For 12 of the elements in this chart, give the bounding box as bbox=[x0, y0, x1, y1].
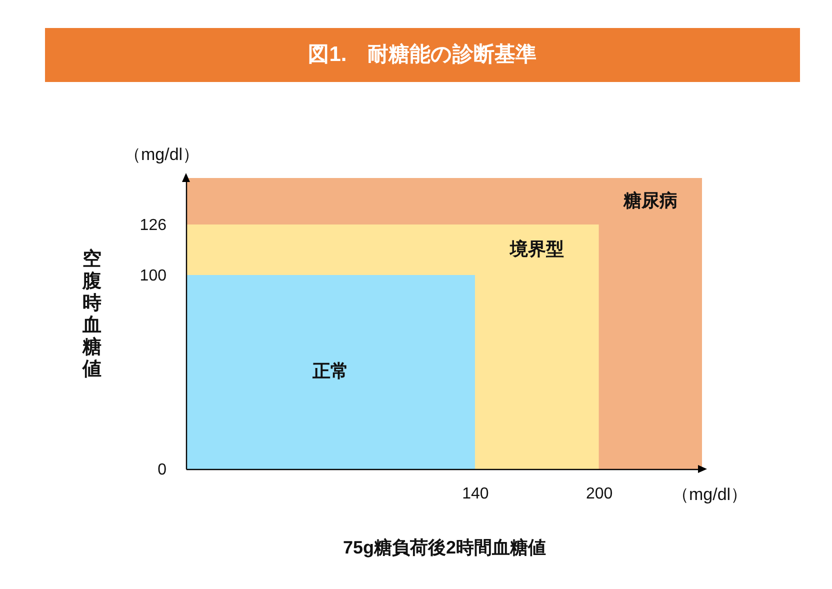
text: （mg/dl） bbox=[672, 484, 748, 506]
y-axis-title: 空腹時血糖値 bbox=[81, 249, 102, 381]
x-axis-title: 75g糖負荷後2時間血糖値 bbox=[342, 538, 546, 558]
x-tick-label: 140 bbox=[462, 486, 489, 502]
x-tick-label: 200 bbox=[586, 486, 613, 502]
y-tick-label: 100 bbox=[140, 268, 167, 284]
text: （mg/dl） bbox=[124, 144, 200, 166]
series-label: 正常 bbox=[311, 361, 348, 381]
y-tick-label: 0 bbox=[158, 462, 167, 478]
series-label: 糖尿病 bbox=[622, 190, 678, 210]
y-tick-label: 126 bbox=[140, 217, 167, 234]
series-label: 境界型 bbox=[508, 238, 564, 259]
